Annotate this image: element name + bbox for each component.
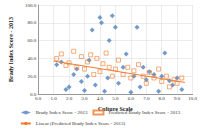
- svg-text:10.0: 10.0: [188, 96, 197, 101]
- svg-text:2.0: 2.0: [66, 96, 73, 101]
- svg-text:8.0: 8.0: [159, 96, 166, 101]
- svg-text:20.0: 20.0: [27, 74, 36, 79]
- svg-text:0.0: 0.0: [35, 96, 42, 101]
- svg-text:9.0: 9.0: [174, 96, 181, 101]
- svg-text:Predicted Brady Index Score -: Predicted Brady Index Score - 2013: [108, 110, 180, 115]
- svg-text:60.0: 60.0: [27, 38, 36, 43]
- svg-text:40.0: 40.0: [27, 56, 36, 61]
- svg-text:100.0: 100.0: [25, 3, 37, 8]
- svg-text:Linear (Predicted Brady Index: Linear (Predicted Brady Index Score - 20…: [36, 121, 126, 126]
- svg-text:80.0: 80.0: [27, 20, 36, 25]
- svg-text:4.0: 4.0: [97, 96, 104, 101]
- svg-text:7.0: 7.0: [143, 96, 150, 101]
- svg-text:1.0: 1.0: [50, 96, 57, 101]
- svg-text:Culture Scale: Culture Scale: [98, 105, 133, 112]
- svg-text:3.0: 3.0: [81, 96, 88, 101]
- svg-text:6.0: 6.0: [128, 96, 135, 101]
- svg-text:Brady Index Score - 2013: Brady Index Score - 2013: [36, 110, 88, 115]
- svg-text:Brady Index Score - 2013: Brady Index Score - 2013: [8, 17, 14, 82]
- svg-text:0.0: 0.0: [29, 91, 37, 97]
- svg-text:5.0: 5.0: [112, 96, 119, 101]
